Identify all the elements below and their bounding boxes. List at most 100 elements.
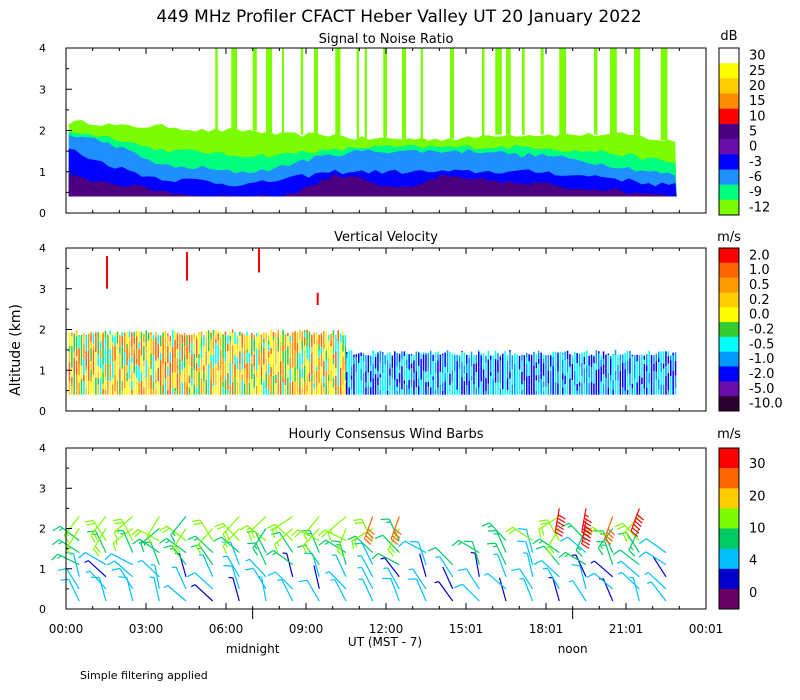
vv-cell [150, 361, 152, 366]
vv-cell [552, 357, 554, 366]
y-tick-label: 2 [39, 324, 46, 337]
barb-feather [163, 544, 172, 549]
barb-feather [508, 528, 516, 535]
vv-cell [277, 329, 279, 337]
barb-feather [159, 525, 168, 532]
vv-cell [451, 381, 454, 395]
vv-cell [176, 365, 179, 369]
barb-feather [374, 534, 384, 540]
barb-feather [538, 519, 548, 522]
vv-cell [430, 374, 432, 388]
vv-cell [167, 333, 169, 336]
vv-cell [389, 364, 391, 369]
vv-cell [318, 344, 320, 351]
colorbar-swatch [719, 588, 739, 610]
vv-cell [253, 351, 255, 355]
vv-cell [377, 377, 379, 386]
vv-cell [646, 365, 648, 372]
vv-cell [410, 354, 413, 356]
barb-staff [604, 541, 614, 565]
wind-barb [554, 508, 566, 537]
vv-cell [183, 346, 186, 355]
vv-cell [432, 376, 434, 381]
vv-cell [263, 332, 265, 339]
vv-cell [444, 352, 446, 367]
barb-staff [496, 530, 507, 553]
vv-cell [188, 383, 191, 388]
vv-cell [482, 378, 485, 395]
barb-feather [353, 537, 359, 541]
vv-cell [362, 373, 365, 382]
vv-cell [157, 357, 159, 369]
vv-cell [557, 354, 559, 372]
vv-cell [624, 376, 626, 391]
vv-cell [564, 356, 566, 360]
vv-cell [540, 379, 542, 395]
barb-feather [575, 549, 583, 557]
vv-cell [272, 350, 275, 364]
wind-barb [113, 515, 134, 541]
vv-cell [85, 350, 87, 366]
vv-cell [422, 385, 425, 395]
vv-cell [174, 330, 176, 334]
vv-cell [391, 367, 394, 379]
vv-cell [193, 370, 195, 385]
vv-cell [398, 372, 401, 383]
vv-cell [73, 336, 75, 352]
barb-staff [226, 555, 240, 578]
vv-cell [116, 380, 119, 395]
wind-barb [427, 547, 454, 566]
barb-feather [607, 528, 615, 536]
vv-cell [617, 364, 619, 381]
barb-feather [554, 531, 563, 537]
vv-cell [102, 364, 104, 373]
barb-feather [132, 538, 140, 545]
vv-cell [212, 367, 215, 384]
vv-cell [337, 341, 339, 359]
barb-staff [497, 554, 507, 578]
vv-cell [260, 354, 263, 367]
vv-cell [509, 378, 511, 395]
vv-cell [246, 352, 248, 363]
vv-cell [506, 355, 509, 361]
vv-cell [528, 375, 530, 385]
barb-staff [579, 565, 587, 590]
vv-cell [157, 343, 159, 358]
vv-cell [403, 383, 406, 395]
vv-cell [571, 363, 574, 380]
x-tick-label: 18:01 [529, 622, 564, 636]
vv-cell [306, 391, 308, 395]
vv-cell [231, 345, 234, 349]
vv-cell [365, 362, 367, 372]
vv-cell [162, 376, 164, 386]
vv-cell [186, 334, 188, 347]
barb-feather [366, 531, 374, 539]
vv-cell [299, 353, 301, 370]
vv-cell [509, 350, 511, 352]
colorbar-swatch [719, 292, 739, 308]
vv-cell [487, 359, 490, 370]
barb-staff [419, 553, 427, 577]
vv-cell [350, 389, 353, 395]
vv-cell [159, 338, 162, 347]
wind-barb [239, 525, 267, 542]
barb-staff [652, 556, 667, 578]
vv-cell [121, 368, 123, 381]
vv-cell [308, 372, 311, 382]
vv-cell [167, 335, 169, 343]
vv-cell [456, 361, 458, 374]
vv-cell [593, 383, 595, 389]
vv-cell [332, 350, 335, 355]
vv-cell [97, 384, 99, 395]
vv-cell [131, 380, 133, 390]
barb-feather [267, 523, 276, 529]
wind-barb [85, 570, 107, 590]
barb-staff [92, 519, 107, 541]
vv-cell [150, 334, 152, 343]
vv-cell [306, 358, 308, 376]
vv-cell [181, 334, 183, 343]
vv-cell [624, 369, 626, 377]
vv-cell [313, 344, 315, 361]
vv-cell [203, 357, 205, 366]
barb-staff [567, 536, 587, 554]
